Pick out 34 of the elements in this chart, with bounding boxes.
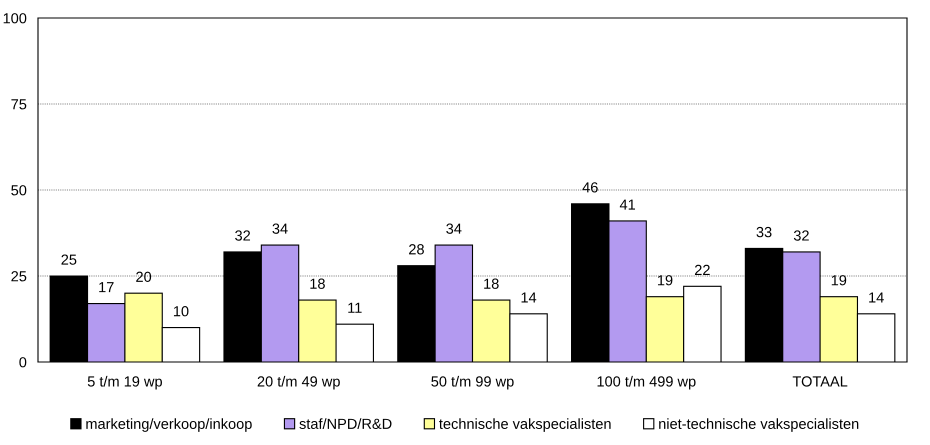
data-label: 25 [61, 254, 76, 265]
legend-label: niet-technische vakspecialisten [659, 418, 858, 432]
data-label: 20 [136, 272, 152, 282]
data-label: 28 [409, 244, 424, 254]
data-label: 19 [832, 275, 846, 286]
y-tick-label: 25 [11, 271, 26, 282]
data-label: 19 [658, 275, 672, 286]
data-label: 14 [522, 292, 536, 302]
data-label: 17 [99, 282, 114, 292]
y-tick-label: 0 [19, 357, 26, 368]
y-tick-label: 75 [11, 99, 26, 110]
legend-label: marketing/verkoop/inkoop [86, 418, 252, 432]
legend-label: staf/NPD/R&D [299, 418, 392, 429]
data-label: 11 [348, 302, 362, 313]
data-label: 46 [582, 182, 598, 193]
legend-label: technische vakspecialisten [439, 418, 611, 432]
data-label: 33 [756, 226, 772, 238]
x-tick-label: 100 t/m 499 wp [598, 376, 696, 390]
data-label: 14 [869, 292, 884, 302]
data-label: 22 [694, 264, 710, 275]
data-label: 41 [620, 200, 636, 210]
y-tick-label: 100 [4, 13, 26, 24]
data-label: 18 [310, 278, 325, 289]
data-label: 34 [272, 223, 288, 234]
data-label: 18 [484, 278, 499, 289]
x-tick-label: 20 t/m 49 wp [258, 376, 340, 390]
data-label: 32 [794, 230, 809, 241]
x-tick-label: TOTAAL [792, 376, 848, 387]
x-tick-label: 50 t/m 99 wp [431, 376, 514, 390]
data-label: 32 [235, 230, 250, 241]
data-label: 34 [446, 223, 462, 234]
x-tick-label: 5 t/m 19 wp [88, 376, 162, 390]
y-tick-label: 50 [11, 185, 26, 196]
data-label: 10 [174, 306, 188, 316]
